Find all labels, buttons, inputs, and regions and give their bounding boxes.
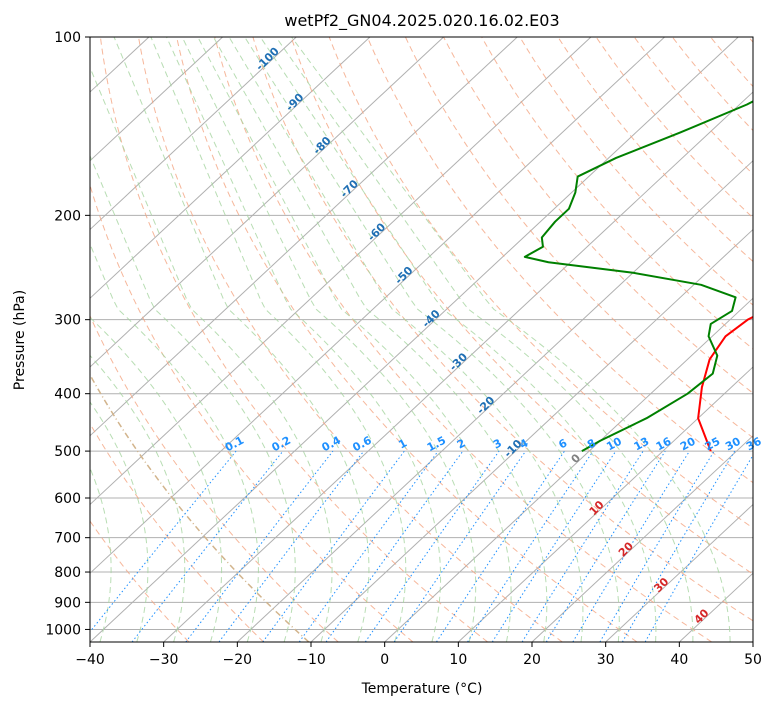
chart-title: wetPf2_GN04.2025.020.16.02.E03: [284, 11, 559, 31]
mixing-ratio-label: 25: [703, 435, 723, 454]
y-tick-label: 800: [54, 565, 81, 581]
y-axis-title: Pressure (hPa): [12, 290, 28, 390]
mixing-ratio-line: [572, 450, 690, 642]
moist-adiabat-line: [90, 354, 186, 642]
y-tick-label: 600: [54, 491, 81, 507]
isotherm-line: [457, 366, 753, 642]
plot-frame: [89, 36, 754, 643]
moist-adiabat-line: [113, 37, 370, 642]
isotherm-line: [90, 37, 297, 231]
dry-adiabat-line: [176, 37, 638, 642]
dewpoint-profile-line: [523, 100, 753, 452]
isotherm-line: [90, 37, 444, 368]
moist-adiabat-line: [90, 242, 259, 642]
moist-adiabat-line: [90, 154, 296, 642]
moist-adiabat-line: [90, 401, 149, 642]
mixing-ratio-label: 20: [678, 435, 698, 454]
isotherm-line: [384, 297, 753, 642]
mixing-ratio-line: [393, 450, 527, 642]
mixing-ratio-label: 36: [744, 435, 764, 454]
mixing-ratio-line: [185, 450, 334, 642]
y-tick-label: 700: [54, 531, 81, 547]
mixing-ratio-label: 30: [723, 435, 743, 454]
isotherm-line: [90, 37, 371, 299]
series-layer: [523, 100, 753, 452]
y-tick-label: 200: [54, 208, 81, 224]
isotherm-line: [90, 37, 665, 574]
moist-adiabat-line: [275, 37, 694, 642]
y-tick-label: 500: [54, 444, 81, 460]
moist-adiabat-line: [212, 37, 548, 642]
x-tick-label: 50: [744, 652, 762, 668]
moist-adiabat-line: [150, 37, 407, 642]
mixing-ratio-label: 13: [632, 435, 652, 454]
isotherm-line: [236, 160, 753, 642]
x-axis: −40 −30 −20 −10 0 10 20 30 40 50: [75, 642, 762, 668]
y-tick-label: 900: [54, 595, 81, 611]
mixing-ratio-line: [621, 450, 736, 642]
mixing-ratio-label: 10: [604, 435, 624, 454]
dry-adiabat-line: [481, 37, 753, 350]
dry-adiabat-line: [557, 37, 753, 263]
y-tick-label: 400: [54, 387, 81, 403]
moist-adiabat-line: [244, 37, 620, 642]
dry-adiabat-line: [328, 37, 753, 529]
moist-adiabat-line: [90, 466, 112, 642]
isotherm-line: [90, 37, 223, 162]
x-tick-label: 0: [380, 652, 389, 668]
x-tick-label: −30: [149, 652, 179, 668]
dry-adiabat-line: [443, 37, 753, 394]
x-tick-label: −20: [223, 652, 253, 668]
isotherm-line: [90, 37, 739, 642]
adiabat-layer: [90, 37, 753, 642]
y-tick-label: 300: [54, 313, 81, 329]
x-axis-title: Temperature (°C): [361, 681, 483, 697]
mixing-ratio-line: [599, 450, 715, 642]
x-tick-label: −40: [75, 652, 105, 668]
moist-adiabat-line: [197, 37, 512, 642]
moist-adiabat-line: [228, 37, 584, 642]
dry-adiabat-line: [90, 314, 339, 642]
mixing-ratio-line: [644, 454, 753, 642]
dry-adiabat-line: [404, 37, 753, 439]
moist-adiabat-line: [90, 316, 223, 642]
isotherm-line: [90, 37, 592, 506]
mixing-ratio-line: [521, 450, 644, 642]
mixing-ratio-label: 16: [654, 435, 674, 454]
moist-adiabat-line: [181, 37, 477, 642]
mixing-ratio-line: [364, 450, 500, 642]
mixing-ratio-line: [90, 450, 237, 633]
mixing-ratio-line: [131, 450, 284, 642]
dry-adiabat-line: [290, 37, 753, 575]
y-tick-label: 1000: [45, 622, 81, 638]
x-tick-label: −10: [296, 652, 326, 668]
moist-adiabat-line: [259, 37, 657, 642]
dry-adiabat-line: [90, 183, 414, 642]
moist-adiabat-line: [166, 37, 442, 642]
isotherm-line: [163, 91, 753, 642]
x-tick-label: 20: [523, 652, 541, 668]
mixing-ratio-line: [491, 450, 617, 642]
mixing-ratio-line: [325, 450, 464, 642]
isotherm-line: [90, 37, 518, 437]
moist-adiabat-line: [90, 66, 333, 642]
mixing-ratio-line: [545, 450, 666, 642]
dry-adiabat-line: [90, 520, 190, 642]
x-tick-label: 40: [670, 652, 688, 668]
moist-adiabat-line: [291, 37, 731, 642]
x-tick-label: 10: [449, 652, 467, 668]
mixing-ratio-line: [298, 450, 439, 642]
y-axis: 100 200 300 400 500 600 700 800 900 1000: [45, 30, 90, 638]
dry-adiabat-line: [214, 37, 713, 642]
x-tick-label: 30: [597, 652, 615, 668]
y-tick-label: 100: [54, 30, 81, 46]
isotherm-line: [605, 503, 753, 642]
